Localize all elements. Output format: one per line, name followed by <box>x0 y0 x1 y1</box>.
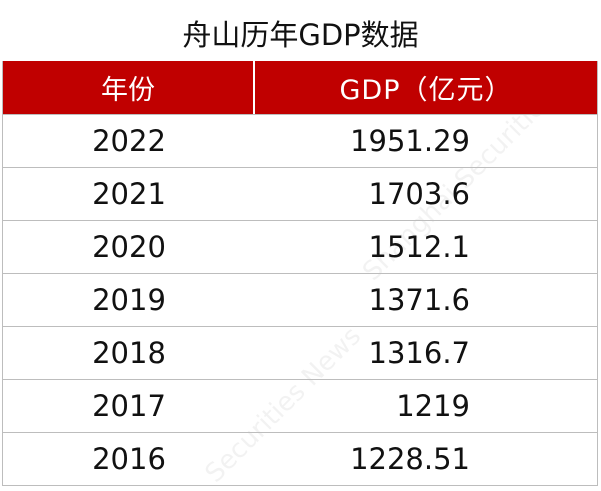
year-cell: 2021 <box>92 177 166 211</box>
table-row: 2017 1219 <box>3 379 597 432</box>
table-header: 年份 GDP（亿元） <box>3 61 597 114</box>
gdp-cell: 1512.1 <box>368 230 470 264</box>
gdp-cell: 1951.29 <box>350 124 470 158</box>
table-row: 2020 1512.1 <box>3 220 597 273</box>
gdp-cell: 1316.7 <box>368 336 470 370</box>
table-row: 2016 1228.51 <box>3 432 597 485</box>
year-cell: 2016 <box>92 442 166 476</box>
column-header-year: 年份 <box>3 61 255 114</box>
year-cell: 2017 <box>92 389 166 423</box>
year-cell: 2020 <box>92 230 166 264</box>
table-row: 2018 1316.7 <box>3 326 597 379</box>
gdp-cell: 1228.51 <box>350 442 470 476</box>
year-cell: 2022 <box>92 124 166 158</box>
year-cell: 2018 <box>92 336 166 370</box>
page-title: 舟山历年GDP数据 <box>182 18 419 52</box>
table-row: 2022 1951.29 <box>3 114 597 167</box>
table-row: 2021 1703.6 <box>3 167 597 220</box>
gdp-table: 年份 GDP（亿元） 2022 1951.29 2021 1703.6 2020… <box>2 61 598 486</box>
table-row: 2019 1371.6 <box>3 273 597 326</box>
column-header-gdp: GDP（亿元） <box>339 75 513 106</box>
year-cell: 2019 <box>92 283 166 317</box>
gdp-cell: 1219 <box>396 389 470 423</box>
gdp-cell: 1371.6 <box>368 283 470 317</box>
gdp-cell: 1703.6 <box>368 177 470 211</box>
